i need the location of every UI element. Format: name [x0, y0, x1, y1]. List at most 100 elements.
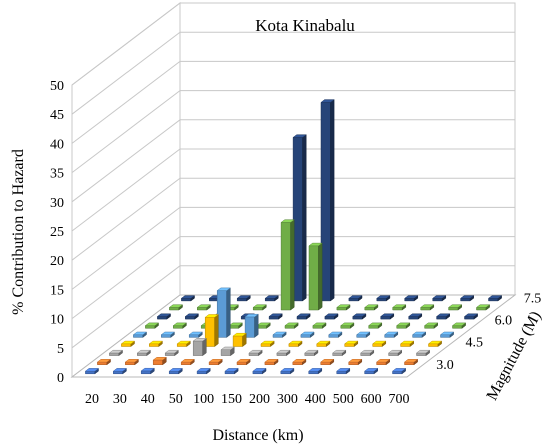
- bar: [439, 331, 455, 338]
- gridline: [71, 2, 515, 86]
- bar: [172, 322, 188, 329]
- y-tick-label: 35: [50, 167, 64, 182]
- bar: [459, 295, 475, 302]
- y-tick-label: 40: [50, 137, 64, 152]
- bar: [319, 358, 335, 366]
- bar: [376, 295, 391, 302]
- bar: [180, 358, 196, 366]
- bar: [379, 313, 395, 320]
- bar: [192, 337, 208, 357]
- x-tick-label: 50: [169, 392, 183, 407]
- bar: [359, 349, 375, 357]
- gridline: [71, 177, 515, 261]
- bar: [407, 313, 423, 320]
- chart-title: Kota Kinabalu: [255, 16, 355, 35]
- bar: [236, 358, 251, 366]
- bar: [336, 304, 351, 311]
- bar: [268, 313, 283, 320]
- y-tick-label: 15: [50, 283, 64, 298]
- bar: [375, 358, 391, 366]
- bar: [276, 349, 291, 357]
- bar: [160, 331, 176, 338]
- bar: [220, 346, 235, 357]
- bar: [307, 367, 323, 375]
- bar: [463, 313, 479, 320]
- x-tick-label: 500: [333, 392, 354, 407]
- x-tick-label: 30: [113, 392, 127, 407]
- bar: [335, 367, 351, 375]
- y-tick-labels: 0 5 10 15 20 25 30 35 40 45 50: [50, 79, 64, 386]
- bar: [288, 340, 303, 348]
- bar: [264, 295, 280, 302]
- gridline: [71, 265, 515, 349]
- bar: [124, 358, 140, 366]
- x-tick-label: 300: [277, 392, 298, 407]
- chart-floor: [70, 294, 517, 378]
- bar: [367, 322, 383, 329]
- depth-tick-label: 4.5: [465, 336, 483, 351]
- bar: [168, 367, 184, 375]
- depth-tick-label: 3.0: [436, 358, 454, 373]
- bar: [415, 349, 431, 357]
- bar: [355, 331, 371, 338]
- bar: [419, 304, 435, 311]
- bar: [248, 349, 263, 357]
- bar: [196, 367, 211, 375]
- bar: [487, 295, 503, 302]
- bar: [292, 358, 307, 366]
- gridline: [71, 90, 515, 173]
- bar: [256, 322, 271, 329]
- bar: [387, 349, 403, 357]
- bar: [176, 340, 192, 348]
- depth-tick-labels: 3.0 4.5 6.0 7.5: [436, 291, 541, 372]
- x-tick-label: 20: [85, 392, 99, 407]
- y-tick-label: 0: [57, 371, 64, 386]
- y-tick-label: 50: [50, 79, 64, 94]
- bar: [252, 367, 267, 375]
- bar: [148, 340, 164, 348]
- bar: [132, 331, 148, 338]
- bar: [300, 331, 315, 338]
- bar: [144, 322, 160, 329]
- bar: [260, 340, 275, 348]
- bar: [383, 331, 399, 338]
- bar: [204, 313, 220, 348]
- bar: [395, 322, 411, 329]
- bar: [399, 340, 415, 348]
- bar: [340, 322, 355, 329]
- x-axis-title: Distance (km): [212, 427, 303, 444]
- bar: [427, 340, 443, 348]
- y-tick-label: 45: [50, 108, 64, 123]
- y-axis-title: % Contribution to Hazard: [10, 149, 27, 315]
- gridline: [71, 60, 515, 144]
- bar: [411, 331, 427, 338]
- x-tick-label: 100: [193, 392, 214, 407]
- depth-tick-label: 7.5: [524, 291, 542, 306]
- bar: [196, 304, 212, 311]
- bar: [352, 313, 367, 320]
- bar: [304, 349, 319, 357]
- y-tick-label: 25: [50, 225, 64, 240]
- bar: [136, 349, 152, 357]
- y-tick-label: 10: [50, 313, 64, 328]
- bar: [188, 331, 204, 338]
- bar: [324, 313, 339, 320]
- x-tick-labels: 20 30 40 50 100 150 200 300 400 500 600 700: [85, 392, 410, 407]
- bar: [403, 295, 419, 302]
- bar: [343, 340, 359, 348]
- bar: [96, 358, 112, 366]
- bar: [431, 295, 447, 302]
- gridlines: [71, 2, 515, 349]
- x-tick-label: 600: [361, 392, 382, 407]
- x-tick-label: 400: [305, 392, 326, 407]
- bar: [403, 358, 419, 366]
- bar: [180, 295, 196, 302]
- bar: [164, 349, 180, 357]
- bar: [316, 340, 331, 348]
- bar: [320, 99, 335, 302]
- x-tick-label: 150: [221, 392, 242, 407]
- gridline: [71, 31, 515, 115]
- bar: [391, 367, 407, 375]
- bar: [363, 367, 379, 375]
